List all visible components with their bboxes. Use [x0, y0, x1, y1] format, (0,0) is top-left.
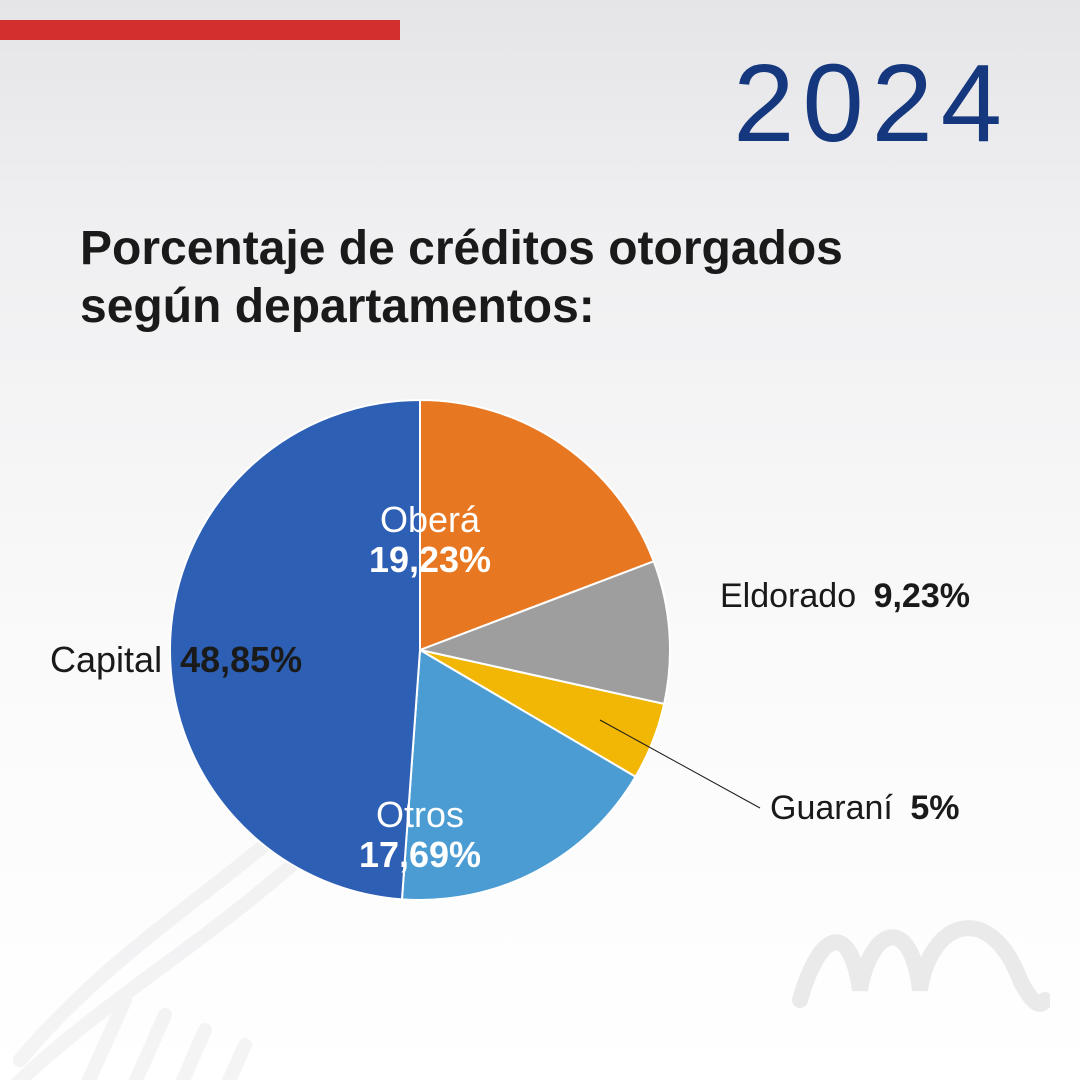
infographic-canvas: 2024 Porcentaje de créditos otorgadosseg… — [0, 0, 1080, 1080]
slice-name: Eldorado — [720, 577, 856, 615]
slice-name: Oberá — [369, 500, 491, 540]
slice-pct: 9,23% — [874, 577, 970, 615]
slice-pct: 19,23% — [369, 540, 491, 580]
slice-pct: 17,69% — [359, 835, 481, 875]
slice-pct: 48,85% — [180, 639, 302, 680]
slice-label-eldorado: Eldorado 9,23% — [720, 578, 970, 615]
year-heading: 2024 — [733, 40, 1010, 167]
slice-label-obera: Oberá 19,23% — [369, 500, 491, 579]
slice-label-capital: Capital 48,85% — [50, 640, 302, 680]
slice-label-guarani: Guaraní 5% — [770, 790, 959, 827]
chart-title: Porcentaje de créditos otorgadossegún de… — [80, 220, 843, 335]
slice-name: Guaraní — [770, 789, 893, 827]
watermark-right-icon — [790, 870, 1050, 1030]
accent-bar — [0, 20, 400, 40]
slice-pct: 5% — [910, 789, 959, 827]
slice-name: Capital — [50, 639, 162, 680]
slice-name: Otros — [359, 795, 481, 835]
slice-label-otros: Otros 17,69% — [359, 795, 481, 874]
